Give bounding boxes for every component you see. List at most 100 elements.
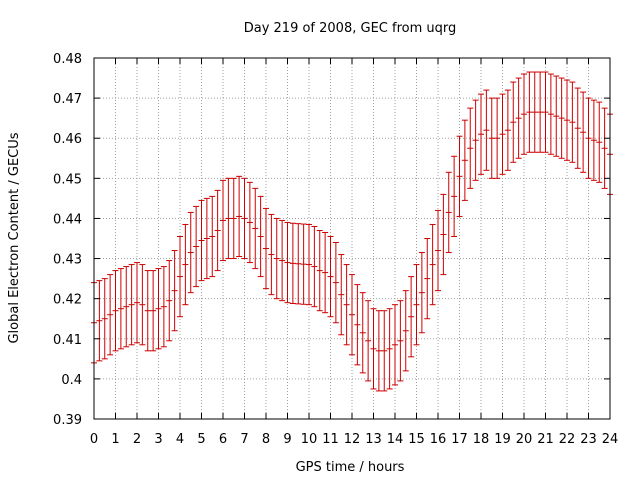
error-bar-point	[241, 177, 248, 260]
error-bar-point	[574, 87, 581, 169]
error-bar-point	[585, 97, 592, 179]
x-tick-label: 5	[197, 432, 205, 447]
error-bar-point	[483, 89, 490, 171]
error-bar-point	[198, 199, 205, 282]
x-tick-label: 3	[154, 432, 162, 447]
error-bar-point	[429, 223, 436, 306]
error-bar-point	[521, 73, 527, 155]
error-bar-point	[311, 225, 318, 308]
error-bar-point	[214, 189, 221, 272]
error-bar-point	[494, 97, 501, 179]
error-bar-point	[558, 77, 565, 159]
error-bar-point	[397, 300, 404, 382]
error-bar-point	[193, 205, 200, 288]
error-bar-point	[327, 235, 334, 318]
error-bar-point	[160, 266, 167, 348]
error-bar-point	[467, 107, 474, 189]
error-bar-point	[553, 75, 560, 157]
error-bar-point	[117, 268, 124, 350]
error-bar-point	[359, 292, 366, 374]
x-tick-label: 2	[133, 432, 141, 447]
error-bars	[91, 71, 613, 392]
y-tick-label: 0.39	[53, 413, 82, 428]
x-axis-label: GPS time / hours	[296, 460, 405, 475]
error-bar-point	[263, 207, 269, 290]
error-bar-point	[230, 177, 237, 260]
error-bar-point	[343, 264, 350, 346]
error-bar-point	[451, 155, 458, 237]
error-bar-point	[537, 71, 544, 153]
error-bar-point	[515, 77, 522, 159]
error-bar-point	[123, 266, 130, 348]
error-bar-point	[375, 310, 382, 392]
error-bar-point	[139, 264, 146, 346]
error-bar-point	[225, 177, 232, 260]
error-bar-point	[182, 223, 189, 306]
error-bar-point	[542, 71, 549, 153]
error-bar-point	[252, 187, 259, 270]
error-bar-point	[478, 93, 484, 175]
y-tick-label: 0.43	[53, 253, 82, 268]
error-bar-point	[203, 197, 210, 280]
error-bar-point	[504, 89, 511, 171]
y-tick-label: 0.42	[53, 293, 82, 308]
x-tick-label: 1	[111, 432, 119, 447]
error-bar-point	[392, 304, 398, 386]
x-tick-label: 21	[537, 432, 554, 447]
x-tick-label: 13	[365, 432, 382, 447]
x-tick-label: 12	[344, 432, 361, 447]
y-tick-label: 0.48	[53, 52, 82, 67]
error-bar-point	[155, 268, 162, 350]
error-bar-point	[295, 223, 302, 305]
error-bar-point	[279, 219, 286, 302]
error-bar-point	[440, 193, 447, 276]
y-tick-label: 0.45	[53, 172, 82, 187]
error-bar-point	[510, 81, 517, 163]
error-bar-point	[134, 262, 140, 344]
y-tick-label: 0.46	[53, 132, 82, 147]
error-bar-point	[209, 195, 216, 278]
x-tick-label: 0	[90, 432, 98, 447]
error-bar-point	[220, 179, 226, 262]
error-bar-point	[246, 181, 253, 264]
y-tick-label: 0.41	[53, 333, 82, 348]
error-bar-point	[526, 71, 533, 153]
error-bar-point	[144, 270, 151, 352]
error-bar-point	[402, 290, 409, 372]
error-bar-point	[547, 73, 554, 155]
error-bar-point	[456, 135, 463, 217]
x-tick-label: 11	[322, 432, 339, 447]
x-tick-label: 4	[176, 432, 184, 447]
error-bar-point	[177, 235, 183, 318]
axis-ticks	[93, 57, 611, 420]
error-bar-point	[488, 97, 495, 179]
error-bar-point	[461, 119, 468, 201]
x-tick-label: 7	[240, 432, 248, 447]
error-bar-point	[601, 107, 608, 189]
error-bar-point	[531, 71, 538, 153]
y-axis-label: Global Electron Content / GECUs	[7, 132, 22, 343]
error-bar-point	[273, 217, 280, 300]
error-bar-point	[322, 231, 329, 314]
error-bar-point	[349, 274, 355, 356]
x-tick-label: 22	[559, 432, 576, 447]
x-tick-label: 8	[262, 432, 270, 447]
error-bar-point	[408, 276, 415, 358]
error-bar-point	[112, 270, 119, 352]
error-bar-point	[316, 229, 323, 312]
error-bar-point	[338, 254, 345, 336]
x-tick-label: 19	[494, 432, 511, 447]
error-bar-point	[107, 274, 114, 356]
error-bar-point	[171, 250, 178, 332]
error-bar-point	[236, 175, 243, 258]
error-bar-point	[128, 264, 135, 346]
error-bar-point	[569, 81, 576, 163]
x-tick-labels: 0 1 2 3 4 5 6 7 8 9 10 11 12 13 14 15 16 17 18 19 20 21 22 23 24	[90, 432, 618, 447]
error-bar-point	[268, 213, 275, 296]
error-bar-point	[187, 211, 194, 294]
x-tick-label: 15	[408, 432, 425, 447]
error-bar-point	[418, 252, 425, 334]
error-bar-point	[381, 310, 388, 392]
error-bar-point	[289, 222, 296, 304]
